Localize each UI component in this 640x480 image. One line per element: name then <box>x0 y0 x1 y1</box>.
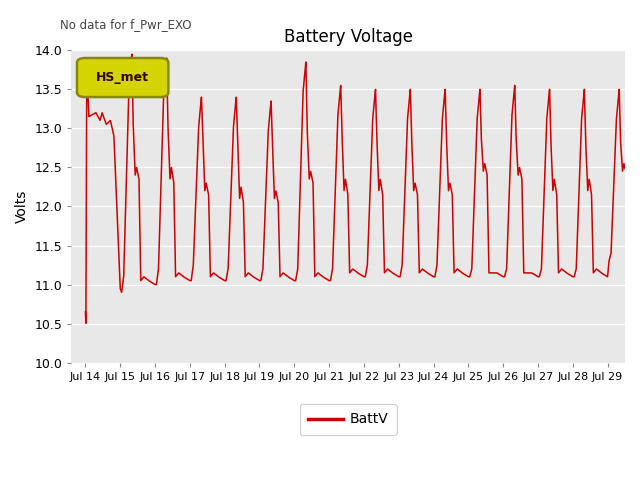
Text: HS_met: HS_met <box>96 71 149 84</box>
Text: No data for f_Pwr_EXO: No data for f_Pwr_EXO <box>60 18 192 31</box>
Title: Battery Voltage: Battery Voltage <box>284 28 413 46</box>
FancyBboxPatch shape <box>77 58 168 97</box>
Y-axis label: Volts: Volts <box>15 190 29 223</box>
Legend: BattV: BattV <box>300 404 397 435</box>
